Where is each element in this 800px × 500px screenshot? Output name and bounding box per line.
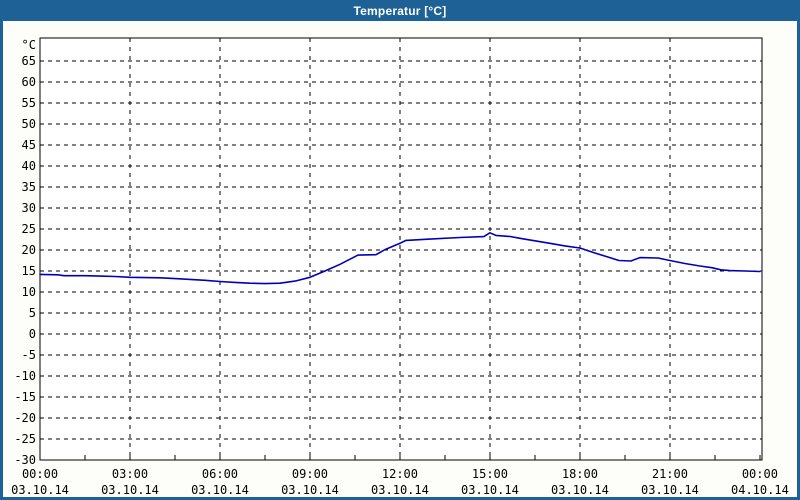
y-tick-label: -5 bbox=[22, 348, 36, 362]
x-tick-date-label: 03.10.14 bbox=[101, 483, 159, 497]
x-tick-time-label: 00:00 bbox=[742, 467, 778, 481]
x-tick-time-label: 12:00 bbox=[382, 467, 418, 481]
x-tick-time-label: 18:00 bbox=[562, 467, 598, 481]
y-tick-label: 5 bbox=[29, 306, 36, 320]
x-tick-date-label: 03.10.14 bbox=[281, 483, 339, 497]
title-bar: Temperatur [°C] bbox=[0, 0, 800, 21]
y-tick-label: 30 bbox=[22, 201, 36, 215]
y-tick-label: -10 bbox=[14, 369, 36, 383]
x-tick-time-label: 15:00 bbox=[472, 467, 508, 481]
y-tick-label: -30 bbox=[14, 453, 36, 467]
window-title: Temperatur [°C] bbox=[353, 3, 447, 18]
y-tick-label: -20 bbox=[14, 411, 36, 425]
y-tick-label: 50 bbox=[22, 117, 36, 131]
temperature-chart: 65605550454035302520151050-5-10-15-20-25… bbox=[11, 37, 789, 497]
y-tick-label: 10 bbox=[22, 285, 36, 299]
window-frame-right bbox=[797, 21, 800, 500]
x-tick-time-label: 21:00 bbox=[652, 467, 688, 481]
window-frame-left bbox=[0, 21, 3, 500]
y-tick-label: 60 bbox=[22, 75, 36, 89]
x-tick-date-label: 04.10.14 bbox=[731, 483, 789, 497]
temperature-line bbox=[39, 232, 761, 285]
x-tick-time-label: 00:00 bbox=[22, 467, 58, 481]
y-tick-label: 15 bbox=[22, 264, 36, 278]
plot-border bbox=[39, 37, 763, 461]
x-tick-date-label: 03.10.14 bbox=[191, 483, 249, 497]
y-tick-label: -15 bbox=[14, 390, 36, 404]
plot-background bbox=[40, 38, 762, 460]
x-tick-time-label: 03:00 bbox=[112, 467, 148, 481]
y-tick-label: 45 bbox=[22, 138, 36, 152]
y-tick-label: -25 bbox=[14, 432, 36, 446]
y-tick-label: 20 bbox=[22, 243, 36, 257]
window-frame-bottom bbox=[0, 497, 800, 500]
y-tick-label: 65 bbox=[22, 54, 36, 68]
x-tick-date-label: 03.10.14 bbox=[461, 483, 519, 497]
x-tick-date-label: 03.10.14 bbox=[371, 483, 429, 497]
x-tick-time-label: 06:00 bbox=[202, 467, 238, 481]
y-tick-label: 35 bbox=[22, 180, 36, 194]
x-tick-date-label: 03.10.14 bbox=[11, 483, 69, 497]
x-tick-time-label: 09:00 bbox=[292, 467, 328, 481]
y-tick-label: 25 bbox=[22, 222, 36, 236]
x-tick-date-label: 03.10.14 bbox=[641, 483, 699, 497]
x-tick-date-label: 03.10.14 bbox=[551, 483, 609, 497]
y-tick-label: 0 bbox=[29, 327, 36, 341]
y-tick-label: 55 bbox=[22, 96, 36, 110]
y-axis-unit-label: °C bbox=[22, 38, 36, 52]
y-tick-label: 40 bbox=[22, 159, 36, 173]
